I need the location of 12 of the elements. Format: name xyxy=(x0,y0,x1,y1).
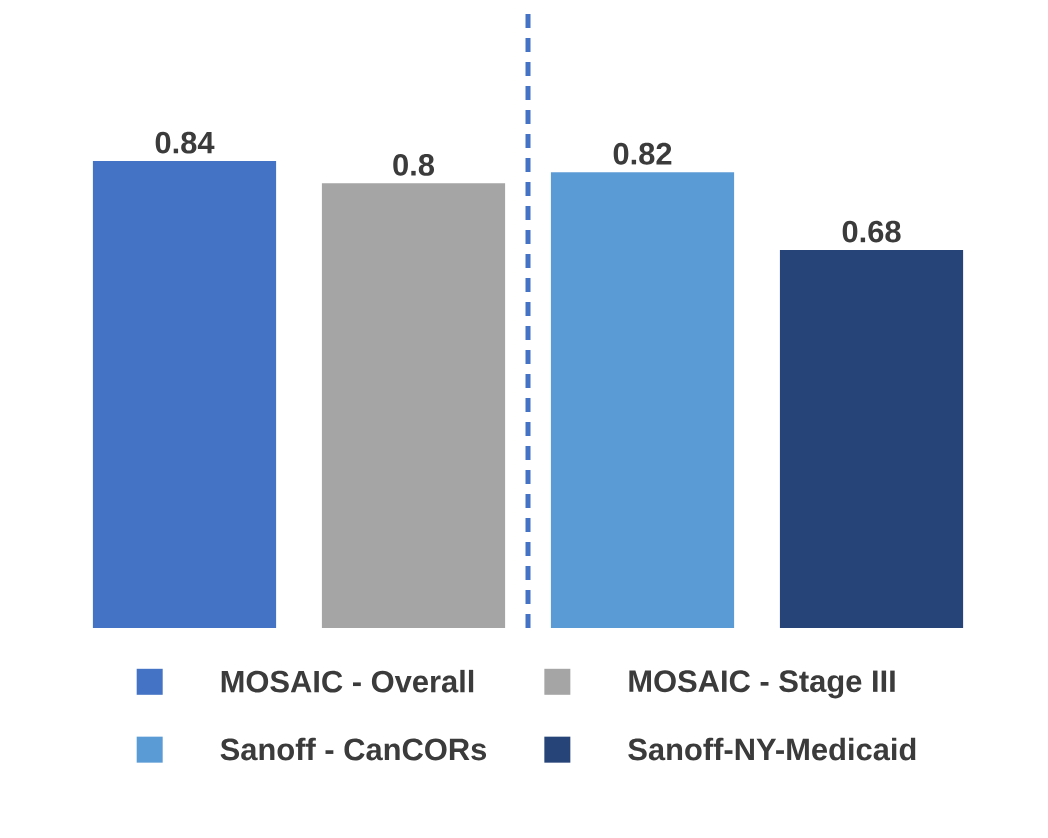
data-label: 0.84 xyxy=(155,131,215,154)
data-label: 0.68 xyxy=(842,220,901,243)
bar xyxy=(779,250,964,628)
bar xyxy=(321,183,506,628)
bar xyxy=(92,161,277,628)
legend-label: MOSAIC - Stage III xyxy=(629,670,895,699)
data-label: 0.8 xyxy=(393,153,435,176)
legend-label: Sanoff-NY-Medicaid xyxy=(628,737,916,761)
bar xyxy=(550,172,735,628)
legend-label: Sanoff - CanCORs xyxy=(220,737,487,761)
data-label: 0.82 xyxy=(613,142,672,165)
legend-label: MOSAIC - Overall xyxy=(221,669,474,693)
